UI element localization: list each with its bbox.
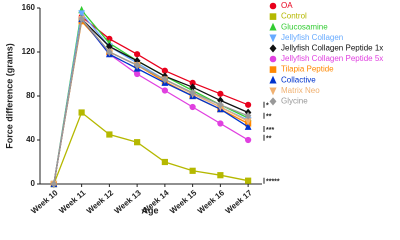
y-tick-label: 120 bbox=[22, 47, 36, 56]
point bbox=[134, 51, 141, 58]
point bbox=[269, 97, 277, 106]
point bbox=[106, 48, 113, 56]
point bbox=[217, 120, 224, 127]
x-axis-label: Age bbox=[141, 205, 158, 215]
point bbox=[269, 66, 277, 73]
annotation: *** bbox=[266, 127, 274, 134]
series-line bbox=[53, 15, 249, 185]
point bbox=[217, 100, 224, 109]
annotation: ** bbox=[266, 114, 272, 121]
legend-label: Glycine bbox=[281, 97, 308, 106]
point bbox=[269, 34, 277, 43]
y-tick-label: 160 bbox=[22, 3, 36, 12]
point bbox=[217, 90, 224, 97]
y-tick-label: 40 bbox=[26, 135, 35, 144]
point bbox=[244, 122, 252, 130]
legend-label: Jellyfish Collagen Peptide 5x bbox=[281, 54, 383, 63]
point bbox=[78, 109, 85, 116]
x-tick-label: Week 11 bbox=[57, 188, 87, 215]
legend-label: Tilapia Peptide bbox=[281, 65, 334, 74]
annotation: * bbox=[266, 103, 269, 110]
point bbox=[161, 75, 169, 84]
series-line bbox=[53, 8, 249, 185]
point bbox=[269, 13, 277, 20]
point bbox=[133, 61, 141, 70]
legend-label: Jellyfish Collagen bbox=[281, 33, 343, 42]
x-tick-label: Week 12 bbox=[85, 188, 116, 216]
chart: Force difference (grams) Age 0 40 80 120 160… bbox=[4, 1, 383, 216]
y-axis-label: Force difference (grams) bbox=[4, 43, 14, 149]
point bbox=[161, 158, 168, 166]
point bbox=[134, 139, 141, 146]
legend-label: Glucosamine bbox=[281, 22, 328, 31]
point bbox=[161, 87, 168, 94]
y-tick-label: 0 bbox=[31, 179, 36, 188]
x-tick-label: Week 13 bbox=[113, 188, 144, 216]
point bbox=[269, 75, 277, 84]
point bbox=[269, 44, 277, 53]
legend-label: Control bbox=[281, 12, 307, 21]
legend-label: Jellyfish Collagen Peptide 1x bbox=[281, 44, 383, 53]
point bbox=[189, 88, 196, 97]
point bbox=[189, 103, 196, 111]
series-line bbox=[53, 111, 249, 185]
point bbox=[78, 10, 86, 18]
x-tick-label: Week 16 bbox=[196, 188, 227, 216]
point bbox=[50, 180, 58, 188]
point bbox=[245, 136, 252, 144]
point bbox=[269, 55, 277, 63]
point bbox=[244, 111, 252, 120]
annotation: ***** bbox=[266, 179, 280, 186]
x-tick-label: Week 10 bbox=[29, 188, 60, 216]
point bbox=[269, 87, 277, 96]
series-line bbox=[53, 17, 249, 185]
point bbox=[269, 22, 277, 31]
legend-label: Collactive bbox=[281, 75, 316, 84]
x-tick-label: Week 15 bbox=[168, 188, 199, 216]
point bbox=[189, 167, 196, 174]
point bbox=[106, 131, 113, 138]
legend-label: OA bbox=[281, 1, 293, 10]
point bbox=[269, 2, 277, 10]
x-tick-label: Week 17 bbox=[224, 188, 255, 216]
point bbox=[78, 15, 85, 23]
point bbox=[217, 172, 224, 179]
legend-label: Matrix Neo bbox=[281, 86, 320, 95]
annotation: ** bbox=[266, 136, 272, 143]
point bbox=[245, 177, 252, 184]
point bbox=[245, 101, 252, 108]
y-tick-label: 80 bbox=[26, 91, 35, 100]
point bbox=[134, 70, 141, 78]
